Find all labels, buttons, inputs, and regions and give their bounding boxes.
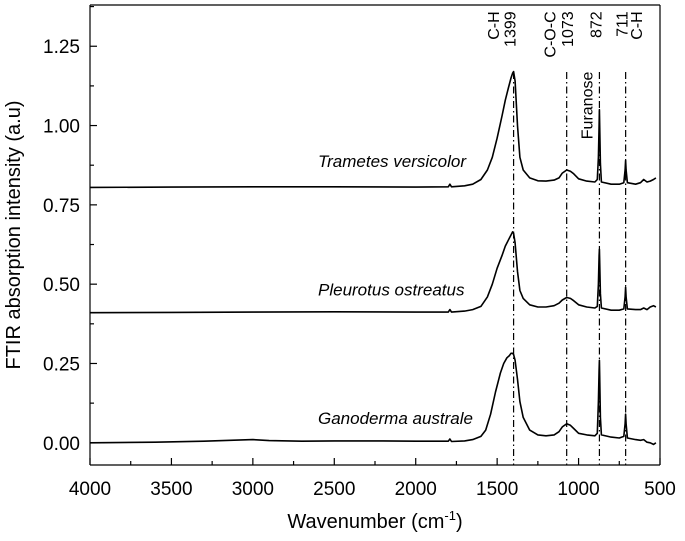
x-tick-label-3000: 3000 [232,479,274,500]
y-axis-label: FTIR absorption intensity (a.u) [3,101,25,370]
x-tick-label-500: 500 [644,479,676,500]
x-tick-label-1500: 1500 [476,479,518,500]
annotation-7: C-H [629,11,646,39]
annotation-0: C-H [486,11,503,39]
plot-area [89,4,661,466]
annotation-3: 1073 [560,11,577,47]
reference-lines [512,72,627,465]
annotation-5: 872 [588,11,605,38]
x-axis-label-end: ) [456,511,463,533]
annotation-6: 711 [614,11,631,37]
y-tick-label-5: 1.25 [43,37,80,58]
y-tick-label-3: 0.75 [43,196,80,217]
series-group: Trametes versicolor Pleurotus ostreatus Ga… [89,70,657,446]
series-line-2 [89,352,657,446]
x-ticks: 4000 3500 3000 2500 2000 1500 1000 500 [69,458,676,500]
y-tick-label-1: 0.25 [43,354,80,375]
series-label-2: Ganoderma australe [318,409,473,428]
x-tick-label-4000: 4000 [69,479,111,500]
y-tick-label-0: 0.00 [43,434,80,455]
annotation-2: C-O-C [542,11,559,57]
x-tick-label-3500: 3500 [150,479,192,500]
series-label-1: Pleurotus ostreatus [318,280,465,299]
x-tick-label-2000: 2000 [395,479,437,500]
x-axis-label: Wavenumber (cm-1) [287,508,462,533]
y-tick-label-2: 0.50 [43,275,80,296]
series-line-1 [89,231,657,314]
y-ticks: 0.00 0.25 0.50 0.75 1.00 1.25 [43,5,97,455]
x-tick-label-1000: 1000 [557,479,599,500]
annotation-4: Furanose [579,72,596,140]
series-line-0 [89,70,657,189]
x-axis-label-superscript: -1 [444,508,456,523]
y-tick-label-4: 1.00 [43,117,80,138]
x-tick-label-2500: 2500 [313,479,355,500]
annotation-1: 1399 [502,11,519,47]
series-label-0: Trametes versicolor [318,152,467,171]
